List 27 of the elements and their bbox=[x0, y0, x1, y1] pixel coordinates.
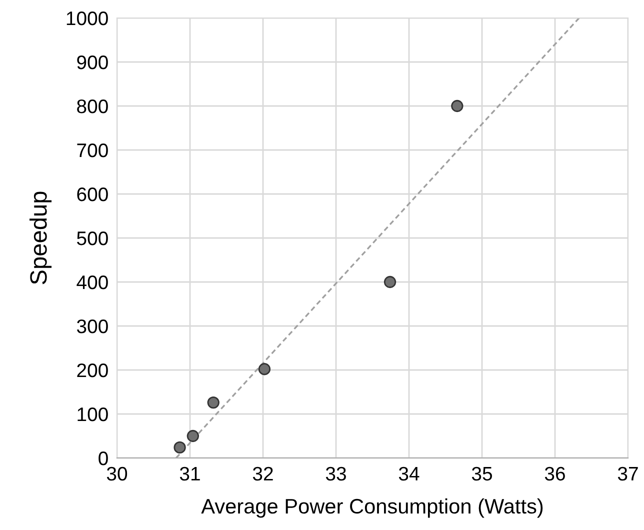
y-tick-label: 500 bbox=[77, 231, 108, 246]
x-tick-label: 32 bbox=[252, 466, 273, 481]
point bbox=[258, 363, 271, 376]
y-tick-label: 300 bbox=[76, 319, 108, 334]
x-tick-label: 36 bbox=[544, 466, 565, 481]
x-tick-label: 37 bbox=[618, 466, 638, 481]
y-tick-label: 0 bbox=[98, 451, 108, 466]
y-tick-label: 200 bbox=[77, 363, 108, 378]
y-tick-label: 600 bbox=[77, 187, 108, 202]
y-tick-label: 400 bbox=[76, 275, 108, 290]
y-tick-label: 100 bbox=[78, 407, 108, 422]
x-tick-label: 34 bbox=[398, 466, 420, 481]
point bbox=[207, 396, 220, 409]
x-tick-label: 31 bbox=[180, 466, 200, 481]
x-tick-label: 30 bbox=[106, 466, 128, 481]
point bbox=[451, 100, 464, 112]
x-tick-label: 35 bbox=[472, 466, 492, 481]
point bbox=[186, 430, 199, 442]
y-tick-label: 1000 bbox=[66, 11, 108, 26]
y-tick-label: 900 bbox=[77, 55, 108, 70]
x-axis-title: Average Power Consumption (Watts) bbox=[201, 498, 543, 518]
point bbox=[384, 276, 396, 288]
point bbox=[174, 441, 186, 454]
y-axis-title: Speedup bbox=[30, 192, 52, 284]
x-tick-label: 33 bbox=[326, 466, 346, 481]
y-tick-label: 800 bbox=[77, 99, 108, 114]
y-tick-label: 700 bbox=[77, 143, 108, 158]
